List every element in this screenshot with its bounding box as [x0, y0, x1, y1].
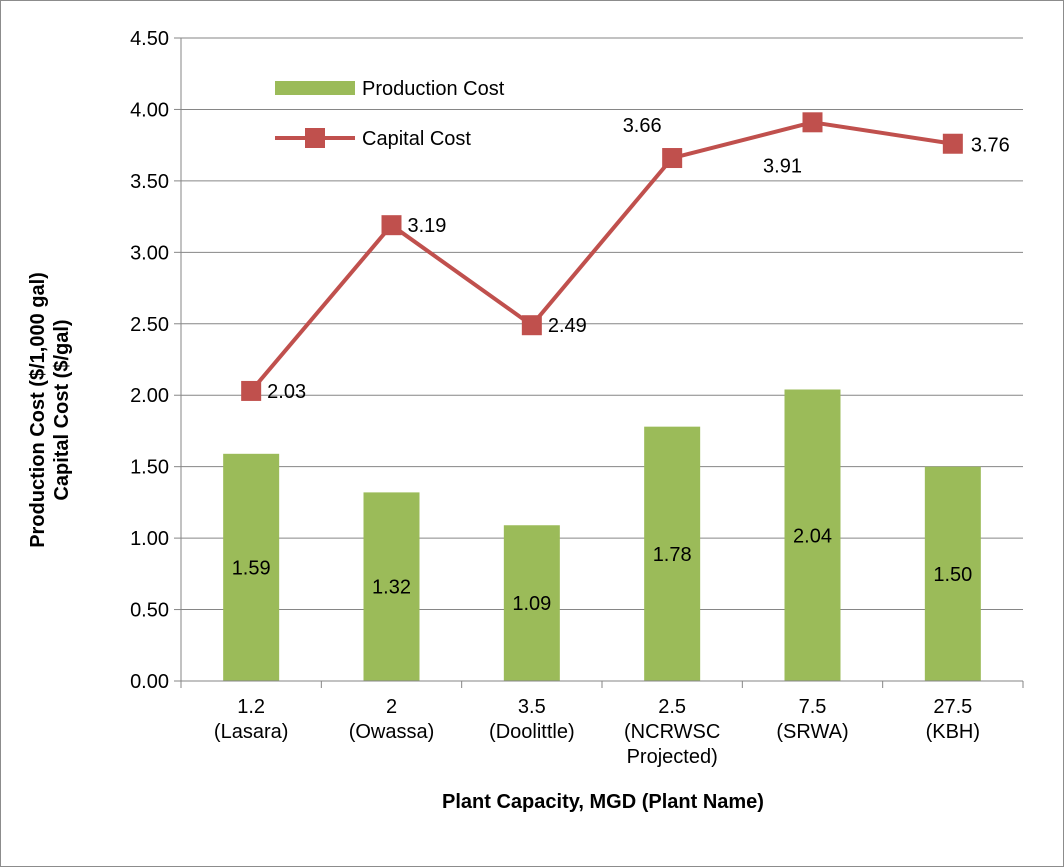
y-tick-label: 4.00	[130, 99, 169, 121]
line-series-capital-cost	[241, 112, 963, 401]
line-marker	[521, 315, 542, 336]
x-tick-label: 27.5 (KBH)	[926, 696, 980, 743]
line-data-label: 2.49	[548, 315, 587, 337]
line-marker	[942, 133, 963, 154]
x-tick-label: 1.2 (Lasara)	[214, 696, 288, 743]
x-tick-label: 7.5 (SRWA)	[776, 696, 848, 743]
x-tick-label: 2.5 (NCRWSC Projected)	[624, 696, 720, 768]
bar-data-label: 1.59	[232, 557, 271, 579]
y-tick-label: 3.00	[130, 242, 169, 264]
bar-data-label: 1.32	[372, 577, 411, 599]
y-tick-label: 1.50	[130, 457, 169, 479]
legend-marker-capital-cost	[305, 128, 325, 148]
bar-series-production-cost	[223, 389, 981, 681]
line-marker	[662, 148, 683, 169]
x-axis-title: Plant Capacity, MGD (Plant Name)	[442, 791, 764, 813]
y-tick-label: 4.50	[130, 28, 169, 50]
y-tick-label: 0.00	[130, 671, 169, 693]
y-axis-title-line-1: Production Cost ($/1,000 gal)	[27, 272, 49, 548]
bar	[363, 492, 420, 681]
line-marker	[802, 112, 823, 133]
data-labels: 1.59 1.32 1.09 1.78 2.04 1.50 2.03 3.19 2.49 3.66…	[232, 115, 1010, 615]
bar-data-label: 1.50	[933, 564, 972, 586]
y-axis-ticks: 0.00 0.50 1.00 1.50 2.00 2.50 3.00 3.50 4.00 4.50	[130, 28, 181, 693]
bar	[223, 453, 280, 681]
legend-label-production-cost: Production Cost	[362, 78, 505, 100]
legend: Production Cost Capital Cost	[275, 78, 505, 150]
line-data-label: 3.19	[408, 215, 447, 237]
bar-data-label: 1.09	[512, 593, 551, 615]
line-marker	[381, 215, 402, 236]
bar	[503, 525, 560, 681]
bar-data-label: 2.04	[793, 525, 832, 547]
y-axis-title-line-2: Capital Cost ($/gal)	[51, 319, 73, 500]
y-tick-label: 2.50	[130, 314, 169, 336]
x-axis-ticks: 1.2 (Lasara) 2 (Owassa) 3.5 (Doolittle) 2.5 (NC…	[180, 681, 1024, 768]
bar	[924, 466, 981, 681]
y-tick-label: 3.50	[130, 171, 169, 193]
y-tick-label: 0.50	[130, 600, 169, 622]
line-marker	[241, 380, 262, 401]
line-data-label: 2.03	[267, 381, 306, 403]
line-data-label: 3.76	[971, 135, 1010, 157]
y-tick-label: 2.00	[130, 385, 169, 407]
legend-label-capital-cost: Capital Cost	[362, 128, 471, 150]
line-data-label: 3.91	[763, 155, 802, 177]
x-tick-label: 3.5 (Doolittle)	[489, 696, 575, 743]
y-axis-title: Production Cost ($/1,000 gal) Capital Co…	[27, 272, 73, 548]
axes	[180, 38, 1023, 682]
gridlines	[181, 37, 1023, 611]
x-tick-label: 2 (Owassa)	[349, 696, 435, 743]
bar-data-label: 1.78	[653, 544, 692, 566]
capital-cost-line	[249, 120, 954, 393]
bar	[784, 389, 841, 681]
line-data-label: 3.66	[623, 115, 662, 137]
y-tick-label: 1.00	[130, 528, 169, 550]
legend-swatch-production-cost	[275, 81, 355, 95]
bar	[644, 426, 701, 681]
